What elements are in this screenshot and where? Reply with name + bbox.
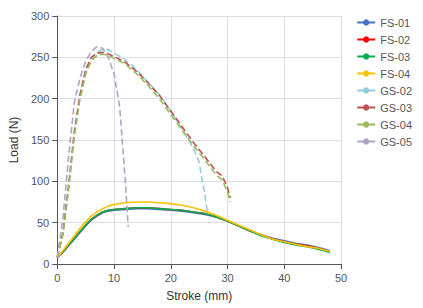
svg-text:10: 10 (108, 272, 120, 284)
svg-text:GS-05: GS-05 (380, 136, 412, 148)
svg-text:200: 200 (31, 93, 49, 105)
svg-text:GS-03: GS-03 (380, 102, 412, 114)
svg-text:100: 100 (31, 175, 49, 187)
svg-text:20: 20 (165, 272, 177, 284)
svg-text:FS-02: FS-02 (380, 34, 410, 46)
svg-text:0: 0 (54, 272, 60, 284)
svg-text:Load (N): Load (N) (7, 117, 21, 164)
svg-text:FS-03: FS-03 (380, 51, 410, 63)
svg-text:FS-01: FS-01 (380, 17, 410, 29)
svg-text:GS-02: GS-02 (380, 85, 412, 97)
svg-text:30: 30 (221, 272, 233, 284)
svg-text:250: 250 (31, 51, 49, 63)
svg-text:300: 300 (31, 10, 49, 22)
svg-text:40: 40 (278, 272, 290, 284)
svg-text:50: 50 (37, 217, 49, 229)
svg-text:150: 150 (31, 134, 49, 146)
svg-text:Stroke (mm): Stroke (mm) (166, 289, 232, 303)
svg-text:0: 0 (43, 258, 49, 270)
svg-text:FS-04: FS-04 (380, 68, 410, 80)
svg-text:50: 50 (335, 272, 347, 284)
svg-text:GS-04: GS-04 (380, 119, 412, 131)
